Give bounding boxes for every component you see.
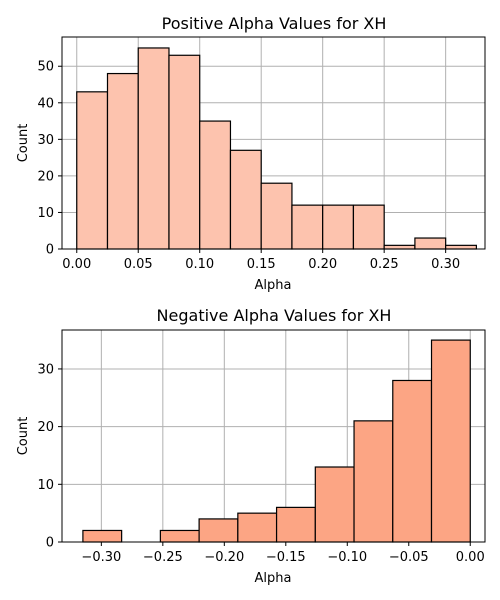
y-tick-label: 10 [37, 206, 54, 221]
histogram-bar [198, 518, 239, 543]
x-tick-label: −0.10 [327, 550, 367, 565]
chart-title: Positive Alpha Values for XH [162, 14, 387, 33]
x-tick-label: 0.15 [247, 257, 276, 272]
histogram-bar [291, 204, 324, 250]
histogram-bar [159, 529, 200, 543]
x-tick-label: −0.25 [143, 550, 183, 565]
histogram-bar [229, 149, 262, 250]
y-tick-label: 40 [37, 96, 54, 111]
x-axis-label: Alpha [255, 571, 292, 586]
y-tick-label: 50 [37, 60, 54, 75]
x-axis-ticks: −0.30 −0.25 −0.20 −0.15 −0.10 −0.05 0.00 [81, 542, 485, 565]
plot-frame [61, 329, 486, 543]
histogram-bar [314, 466, 355, 543]
histogram-bar [352, 204, 385, 250]
x-tick-label: 0.30 [431, 257, 460, 272]
histogram-bar [383, 244, 416, 250]
bars [76, 47, 477, 250]
y-axis-label: Count [16, 417, 31, 456]
histogram-bar [353, 420, 394, 543]
y-tick-label: 0 [46, 536, 54, 551]
x-tick-label: −0.30 [81, 550, 121, 565]
x-axis-ticks: 0.00 0.05 0.10 0.15 0.20 0.25 0.30 [62, 249, 460, 272]
x-tick-label: 0.25 [370, 257, 399, 272]
histogram-bar [430, 339, 471, 543]
y-tick-label: 20 [37, 420, 54, 435]
x-tick-label: −0.20 [204, 550, 244, 565]
x-tick-label: 0.05 [124, 257, 153, 272]
x-tick-label: −0.15 [266, 550, 306, 565]
histogram-bar [76, 91, 109, 250]
histogram-bar [137, 47, 170, 250]
y-tick-label: 30 [37, 133, 54, 148]
x-axis-label: Alpha [255, 278, 292, 293]
x-tick-label: −0.05 [389, 550, 429, 565]
negative-alpha-histogram: Negative Alpha Values for XH −0.30 −0.25−… [16, 306, 486, 586]
positive-alpha-histogram: Positive Alpha Values for XH 0.00 0.05 0.1… [16, 14, 486, 293]
x-tick-label: 0.20 [308, 257, 337, 272]
x-tick-label: 0.00 [456, 550, 485, 565]
histogram-bar [199, 120, 232, 250]
y-axis-ticks: 0 10 20 30 [37, 362, 62, 551]
histogram-bar [414, 237, 447, 250]
y-axis-label: Count [16, 124, 31, 163]
x-tick-label: 0.10 [185, 257, 214, 272]
plot-frame [61, 36, 486, 250]
chart-title: Negative Alpha Values for XH [157, 306, 392, 325]
histogram-bar [275, 506, 316, 543]
histogram-bar [106, 72, 139, 250]
y-tick-label: 10 [37, 478, 54, 493]
histogram-bar [82, 529, 123, 543]
bars [82, 339, 471, 543]
histogram-bar [260, 182, 293, 250]
histogram-bar [392, 379, 433, 543]
y-tick-label: 20 [37, 169, 54, 184]
y-tick-label: 30 [37, 362, 54, 377]
histogram-bar [237, 512, 278, 543]
histogram-bar [168, 54, 201, 250]
histogram-bar [322, 204, 355, 250]
y-axis-ticks: 0 10 20 30 40 50 [37, 60, 62, 258]
y-tick-label: 0 [46, 243, 54, 258]
histogram-bar [445, 244, 477, 250]
x-tick-label: 0.00 [62, 257, 91, 272]
